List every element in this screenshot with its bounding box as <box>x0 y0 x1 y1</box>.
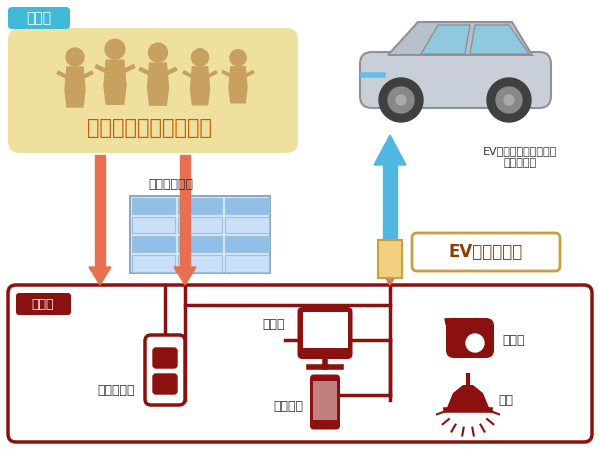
FancyBboxPatch shape <box>360 52 551 108</box>
Polygon shape <box>174 267 196 285</box>
Bar <box>225 255 269 272</box>
Polygon shape <box>148 63 169 87</box>
Circle shape <box>230 50 246 66</box>
Bar <box>131 217 175 233</box>
Bar <box>225 198 269 214</box>
Bar <box>378 240 402 278</box>
Bar <box>313 380 337 419</box>
Polygon shape <box>148 87 169 105</box>
Polygon shape <box>65 67 85 90</box>
Text: ラジオ: ラジオ <box>502 335 524 348</box>
Polygon shape <box>229 88 247 103</box>
Bar <box>383 165 397 240</box>
Text: EV電力供給機: EV電力供給機 <box>449 243 523 261</box>
Bar <box>131 255 175 272</box>
Bar <box>180 155 190 267</box>
FancyBboxPatch shape <box>412 233 560 271</box>
Bar <box>130 196 270 273</box>
Circle shape <box>379 78 423 122</box>
FancyBboxPatch shape <box>446 318 494 358</box>
Polygon shape <box>89 267 111 285</box>
Text: 平常時: 平常時 <box>26 11 52 25</box>
Circle shape <box>496 87 522 113</box>
Polygon shape <box>470 25 529 54</box>
Bar <box>178 255 222 272</box>
Polygon shape <box>191 89 209 105</box>
Polygon shape <box>229 67 247 88</box>
Bar <box>225 217 269 233</box>
Text: コミュニティラウンジ: コミュニティラウンジ <box>88 118 212 138</box>
Polygon shape <box>446 385 490 410</box>
Circle shape <box>149 43 167 62</box>
Text: EVカーシェアリング用
電気自動車: EVカーシェアリング用 電気自動車 <box>483 146 557 168</box>
FancyBboxPatch shape <box>153 348 177 368</box>
Polygon shape <box>374 135 406 165</box>
Bar <box>178 236 222 252</box>
FancyBboxPatch shape <box>298 307 353 359</box>
Text: 災害時: 災害時 <box>32 298 54 311</box>
Bar <box>178 198 222 214</box>
FancyBboxPatch shape <box>8 285 592 442</box>
Text: コンセント: コンセント <box>97 383 135 396</box>
Circle shape <box>396 95 406 105</box>
Text: テレビ: テレビ <box>263 318 285 331</box>
Bar <box>178 217 222 233</box>
Polygon shape <box>65 90 85 107</box>
Circle shape <box>487 78 531 122</box>
Polygon shape <box>421 25 470 54</box>
Bar <box>131 198 175 214</box>
Polygon shape <box>191 67 209 89</box>
Bar <box>385 267 395 278</box>
Circle shape <box>66 48 84 66</box>
Bar <box>302 312 347 348</box>
Text: 携帯充電: 携帯充電 <box>273 401 303 414</box>
FancyBboxPatch shape <box>153 374 177 394</box>
FancyBboxPatch shape <box>16 293 71 315</box>
Bar <box>225 236 269 252</box>
Polygon shape <box>379 267 401 285</box>
Bar <box>131 236 175 252</box>
FancyBboxPatch shape <box>8 7 70 29</box>
Polygon shape <box>104 85 126 104</box>
Circle shape <box>191 49 209 66</box>
Circle shape <box>504 95 514 105</box>
Polygon shape <box>388 22 532 55</box>
FancyBboxPatch shape <box>8 28 298 153</box>
Text: 太陽光パネル: 太陽光パネル <box>148 177 193 190</box>
FancyBboxPatch shape <box>310 374 340 430</box>
Polygon shape <box>104 60 126 85</box>
Circle shape <box>466 334 484 352</box>
Text: 照明: 照明 <box>498 393 513 406</box>
Circle shape <box>105 40 125 59</box>
Circle shape <box>388 87 414 113</box>
FancyBboxPatch shape <box>145 335 185 405</box>
Bar <box>95 155 105 267</box>
